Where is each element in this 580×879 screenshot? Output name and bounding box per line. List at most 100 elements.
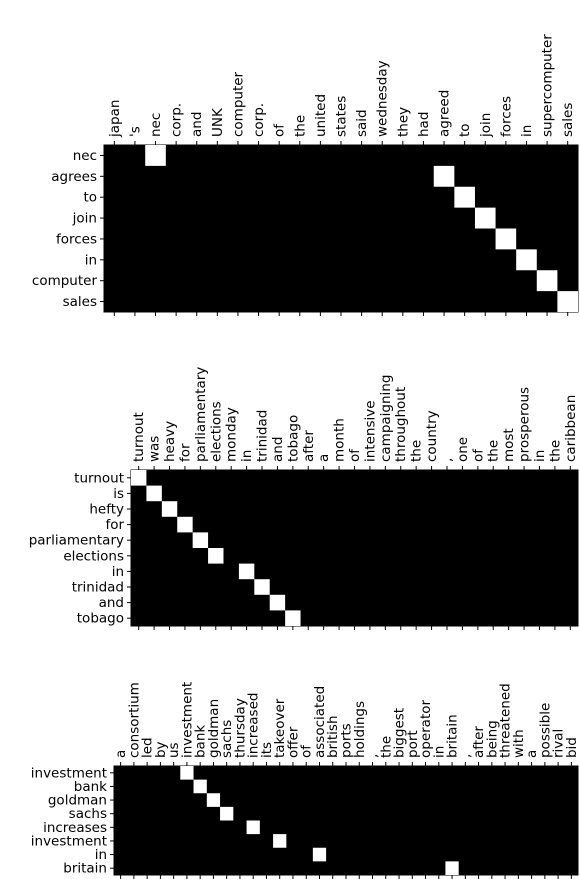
x-tick-label: agreed xyxy=(437,90,453,137)
heatmap-cell xyxy=(312,847,327,862)
x-tick-label: of xyxy=(299,744,315,758)
x-tick-label: by xyxy=(153,741,169,758)
x-tick-label: join xyxy=(478,113,494,138)
heatmap-cell xyxy=(445,861,459,875)
y-tick-label: to xyxy=(83,190,97,206)
y-tick-label: parliamentary xyxy=(29,533,124,549)
x-tick-label: of xyxy=(347,448,363,462)
x-tick-label: a xyxy=(113,750,129,758)
x-tick-label: threatened xyxy=(498,683,514,758)
x-tick-label: holdings xyxy=(352,701,368,758)
x-tick-label: for xyxy=(177,443,193,462)
x-tick-label: said xyxy=(354,109,370,137)
x-tick-label: us xyxy=(166,742,182,758)
heatmap-cell xyxy=(495,228,517,250)
x-tick-label: increased xyxy=(246,693,262,758)
y-tick-label: in xyxy=(112,564,124,580)
heatmap-cell xyxy=(238,563,255,580)
x-tick-label: the xyxy=(547,440,563,462)
x-tick-label: parliamentary xyxy=(193,367,209,462)
heatmap-cell xyxy=(536,270,558,292)
x-tick-label: they xyxy=(395,107,411,137)
heatmap-cell xyxy=(208,548,224,564)
x-tick-label: computer xyxy=(230,71,246,137)
y-tick-label: hefty xyxy=(89,502,124,518)
x-tick-label: with xyxy=(511,729,527,758)
x-tick-label: associated xyxy=(312,686,328,758)
x-tick-label: its xyxy=(259,742,275,758)
x-tick-label: thursday xyxy=(232,698,248,758)
heatmap-background xyxy=(113,765,579,876)
x-tick-label: sales xyxy=(560,103,576,137)
heatmap-cell xyxy=(454,186,475,208)
y-tick-label: agrees xyxy=(51,169,97,185)
x-tick-label: states xyxy=(334,96,350,137)
heatmap-cell xyxy=(206,793,221,807)
x-tick-label: and xyxy=(270,437,286,462)
x-tick-label: japan xyxy=(107,100,123,138)
heatmap-panel-2: turnout was heavy for parliamentary elections… xyxy=(29,367,579,630)
y-tick-label: tobago xyxy=(77,611,124,627)
y-tick-label: turnout xyxy=(74,470,124,486)
heatmap-panel-1: japan's nec corp. and UNK computer corp. of the u… xyxy=(32,34,579,316)
x-tick-label: in xyxy=(532,450,548,462)
x-tick-label: the xyxy=(378,736,394,758)
y-tick-label: elections xyxy=(63,548,124,564)
x-tick-label: investment xyxy=(179,682,195,758)
x-tick-label: most xyxy=(501,428,517,462)
x-tick-label: a xyxy=(524,750,540,758)
y-tick-label: in xyxy=(95,847,107,863)
x-tick-label: united xyxy=(313,94,329,137)
x-tick-label: a xyxy=(316,454,332,462)
y-tick-label: sachs xyxy=(69,806,107,822)
x-tick-label: throughout xyxy=(393,387,409,462)
x-tick-label: the xyxy=(409,440,425,462)
y-tick-label: bank xyxy=(74,779,107,795)
heatmap-cell xyxy=(145,145,166,166)
heatmap-cell xyxy=(254,579,270,595)
x-tick-label: elections xyxy=(208,401,224,462)
heatmap-cell xyxy=(177,516,193,533)
x-tick-label: , xyxy=(458,754,474,758)
x-tick-label: to xyxy=(457,123,473,137)
x-tick-label: , xyxy=(365,754,381,758)
x-tick-label: had xyxy=(416,112,432,137)
x-tick-label: in xyxy=(431,746,447,758)
y-tick-label: trinidad xyxy=(72,580,124,596)
y-tick-label: in xyxy=(85,252,97,268)
x-tick-label: of xyxy=(470,448,486,462)
x-tick-label: heavy xyxy=(162,421,178,462)
x-tick-label: led xyxy=(140,737,156,758)
x-tick-label: , xyxy=(439,458,455,462)
heatmap-cell xyxy=(285,610,301,626)
x-tick-label: was xyxy=(147,436,163,462)
x-tick-label: prosperous xyxy=(517,387,533,462)
x-tick-label: possible xyxy=(537,703,553,758)
heatmap-cell xyxy=(161,501,178,517)
x-tick-label: corp. xyxy=(251,103,267,137)
heatmap-cell xyxy=(220,806,234,821)
x-tick-label: monday xyxy=(224,407,240,462)
heatmap-cell xyxy=(474,207,496,229)
x-tick-label: and xyxy=(189,112,205,137)
heatmap-cell xyxy=(192,532,209,548)
y-tick-label: forces xyxy=(56,231,97,247)
y-tick-label: investment xyxy=(31,765,107,781)
heatmap-cell xyxy=(269,594,286,611)
x-tick-label: offer xyxy=(285,726,301,758)
y-tick-label: britain xyxy=(63,861,107,877)
y-tick-label: nec xyxy=(73,148,97,164)
x-tick-label: caribbean xyxy=(563,395,579,462)
y-tick-label: and xyxy=(99,595,124,611)
x-tick-label: british xyxy=(325,715,341,758)
heatmap-cell xyxy=(131,470,147,486)
x-tick-label: tobago xyxy=(285,415,301,462)
x-tick-label: rival xyxy=(551,729,567,758)
heatmap-panel-3: aconsortiumledbyusinvestmentbankgoldmans… xyxy=(31,682,580,879)
x-tick-label: being xyxy=(484,720,500,758)
x-tick-label: port xyxy=(405,730,421,758)
x-tick-label: 's xyxy=(127,126,143,137)
heatmap-cell xyxy=(273,834,287,848)
x-tick-label: in xyxy=(519,125,535,137)
x-tick-label: goldman xyxy=(206,699,222,758)
